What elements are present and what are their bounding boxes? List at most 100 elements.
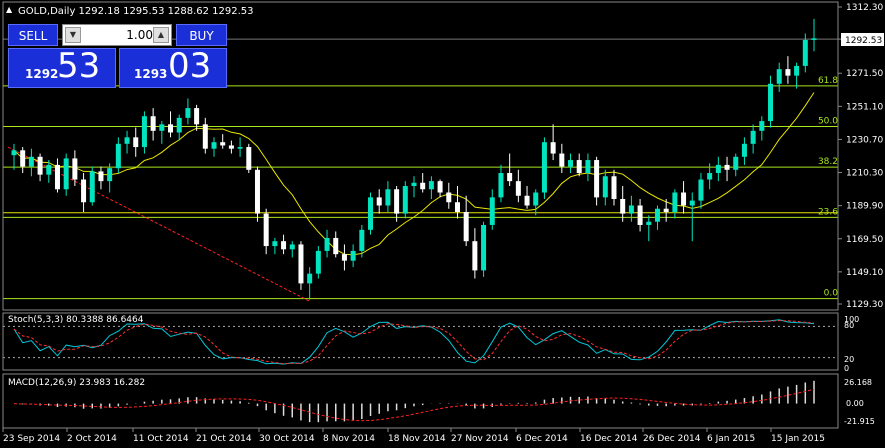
one-click-trading-panel: SELL ▼ ▲ BUY 1292 53 1293 03 — [8, 24, 227, 88]
candle-body — [481, 224, 487, 271]
candle-body — [533, 192, 539, 206]
price-tick: 1210.30 — [846, 169, 883, 179]
candle-body — [237, 147, 243, 149]
sell-price-button[interactable]: 1292 53 — [8, 46, 116, 88]
candle-body — [628, 205, 634, 214]
candle-body — [750, 130, 756, 144]
sell-button[interactable]: SELL — [8, 24, 58, 46]
candle-body — [724, 164, 730, 170]
candle-body — [515, 181, 521, 196]
ma-line — [13, 92, 815, 256]
candle-body — [507, 173, 513, 182]
candle-body — [541, 142, 547, 193]
candle-body — [472, 241, 478, 271]
price-tick: 1230.70 — [846, 135, 883, 145]
time-tick: 18 Nov 2014 — [388, 434, 446, 444]
candle-body — [654, 208, 660, 222]
macd-axis-bottom: -21.915 — [844, 417, 875, 426]
time-tick: 6 Jan 2015 — [707, 434, 755, 444]
candle-body — [359, 229, 365, 251]
candle-body — [585, 160, 591, 174]
candle-body — [733, 156, 739, 170]
candle-body — [672, 192, 678, 212]
candle-body — [11, 150, 17, 156]
stochastic-panel — [3, 319, 838, 365]
time-tick: 6 Dec 2014 — [516, 434, 568, 444]
candle-body — [698, 179, 704, 201]
price-tick: 1129.30 — [846, 300, 883, 310]
candle-body — [272, 241, 278, 247]
macd-axis-top: 26.168 — [844, 378, 872, 387]
candle-body — [602, 176, 608, 198]
candle-body — [594, 160, 600, 198]
stoch-axis-80: 80 — [844, 321, 854, 330]
candle-body — [150, 116, 156, 131]
candle-body — [263, 213, 269, 247]
candle-body — [376, 197, 382, 206]
candle-body — [28, 156, 34, 167]
candle-body — [194, 108, 200, 125]
current-price-box — [841, 33, 884, 46]
candle-body — [341, 254, 347, 261]
macd-label: MACD(12,26,9) 23.983 16.282 — [8, 378, 145, 388]
candle-body — [394, 189, 400, 214]
candle-body — [159, 124, 165, 131]
fib-label-50-0: 50.0 — [818, 116, 838, 126]
buy-price-major: 1293 — [134, 67, 168, 81]
candle-body — [107, 168, 113, 182]
candle-body — [202, 124, 208, 149]
candle-body — [620, 198, 626, 214]
candle-body — [454, 202, 460, 212]
candle-body — [324, 237, 330, 251]
buy-price-button[interactable]: 1293 03 — [119, 46, 227, 88]
lot-increase-icon[interactable]: ▲ — [153, 27, 169, 43]
candle-body — [307, 273, 313, 284]
lot-size-control: ▼ ▲ — [62, 24, 172, 46]
candle-body — [315, 250, 321, 274]
candle-body — [411, 182, 417, 187]
candle-body — [811, 38, 817, 40]
candle-body — [568, 160, 574, 167]
time-tick: 26 Dec 2014 — [643, 434, 701, 444]
fib-label-38-2: 38.2 — [818, 157, 838, 167]
time-tick: 16 Dec 2014 — [580, 434, 638, 444]
time-tick: 23 Sep 2014 — [3, 434, 60, 444]
candle-body — [133, 137, 139, 148]
candle-body — [707, 173, 713, 180]
candle-body — [776, 69, 782, 84]
candle-body — [437, 181, 443, 193]
buy-button[interactable]: BUY — [176, 24, 227, 46]
candle-body — [141, 116, 147, 148]
candle-body — [168, 124, 174, 133]
lot-decrease-icon[interactable]: ▼ — [65, 27, 81, 43]
fibonacci-retracement[interactable] — [3, 85, 838, 300]
candle-body — [298, 244, 304, 284]
current-price-label: 1292.53 — [845, 36, 882, 46]
candle-body — [420, 182, 426, 190]
candle-body — [281, 241, 287, 250]
time-tick: 15 Jan 2015 — [771, 434, 825, 444]
candle-body — [402, 186, 408, 214]
fib-label-23-6: 23.6 — [818, 207, 838, 217]
time-tick: 11 Oct 2014 — [133, 434, 189, 444]
chart-axes — [2, 1, 842, 432]
collapse-arrow-icon[interactable]: ▲ — [6, 5, 13, 14]
candle-body — [350, 250, 356, 261]
candle-body — [663, 208, 669, 212]
candle-body — [611, 176, 617, 199]
moving-average — [13, 92, 815, 256]
candle-body — [98, 171, 104, 182]
candle-body — [124, 137, 130, 144]
stoch-main-line — [13, 319, 815, 365]
price-tick: 1169.50 — [846, 235, 883, 245]
candle-body — [446, 192, 452, 203]
lot-size-input[interactable] — [85, 27, 155, 43]
fib-label-61-8: 61.8 — [818, 76, 838, 86]
candle-body — [211, 142, 217, 149]
symbol-info: GOLD,Daily 1292.18 1295.53 1288.62 1292.… — [18, 6, 254, 17]
stoch-signal-line — [13, 320, 815, 365]
fib-label-0-0: 0.0 — [824, 289, 839, 299]
candle-body — [489, 197, 495, 225]
price-tick: 1271.50 — [846, 69, 883, 79]
candle-body — [646, 221, 652, 225]
